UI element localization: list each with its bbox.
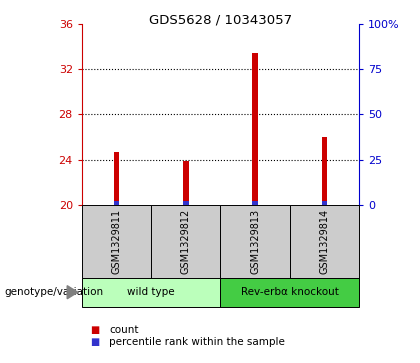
- Text: genotype/variation: genotype/variation: [4, 287, 103, 297]
- Bar: [252, 53, 258, 205]
- Text: GSM1329812: GSM1329812: [181, 209, 191, 274]
- Bar: [82, 278, 220, 307]
- Text: ■: ■: [90, 337, 100, 347]
- Text: GDS5628 / 10343057: GDS5628 / 10343057: [149, 14, 292, 27]
- Bar: [114, 201, 119, 205]
- Text: Rev-erbα knockout: Rev-erbα knockout: [241, 287, 339, 297]
- Text: GSM1329811: GSM1329811: [112, 209, 121, 274]
- Bar: [220, 205, 290, 278]
- Text: ■: ■: [90, 325, 100, 335]
- Text: wild type: wild type: [127, 287, 175, 297]
- Bar: [82, 205, 151, 278]
- Text: GSM1329814: GSM1329814: [320, 209, 329, 274]
- Bar: [114, 152, 119, 205]
- Text: GSM1329813: GSM1329813: [250, 209, 260, 274]
- Bar: [220, 278, 359, 307]
- Bar: [183, 161, 189, 205]
- Bar: [322, 137, 327, 205]
- Text: percentile rank within the sample: percentile rank within the sample: [109, 337, 285, 347]
- Bar: [183, 201, 189, 205]
- Text: count: count: [109, 325, 139, 335]
- Bar: [322, 201, 327, 205]
- Bar: [252, 201, 258, 205]
- Polygon shape: [67, 286, 78, 299]
- Bar: [151, 205, 220, 278]
- Bar: [290, 205, 359, 278]
